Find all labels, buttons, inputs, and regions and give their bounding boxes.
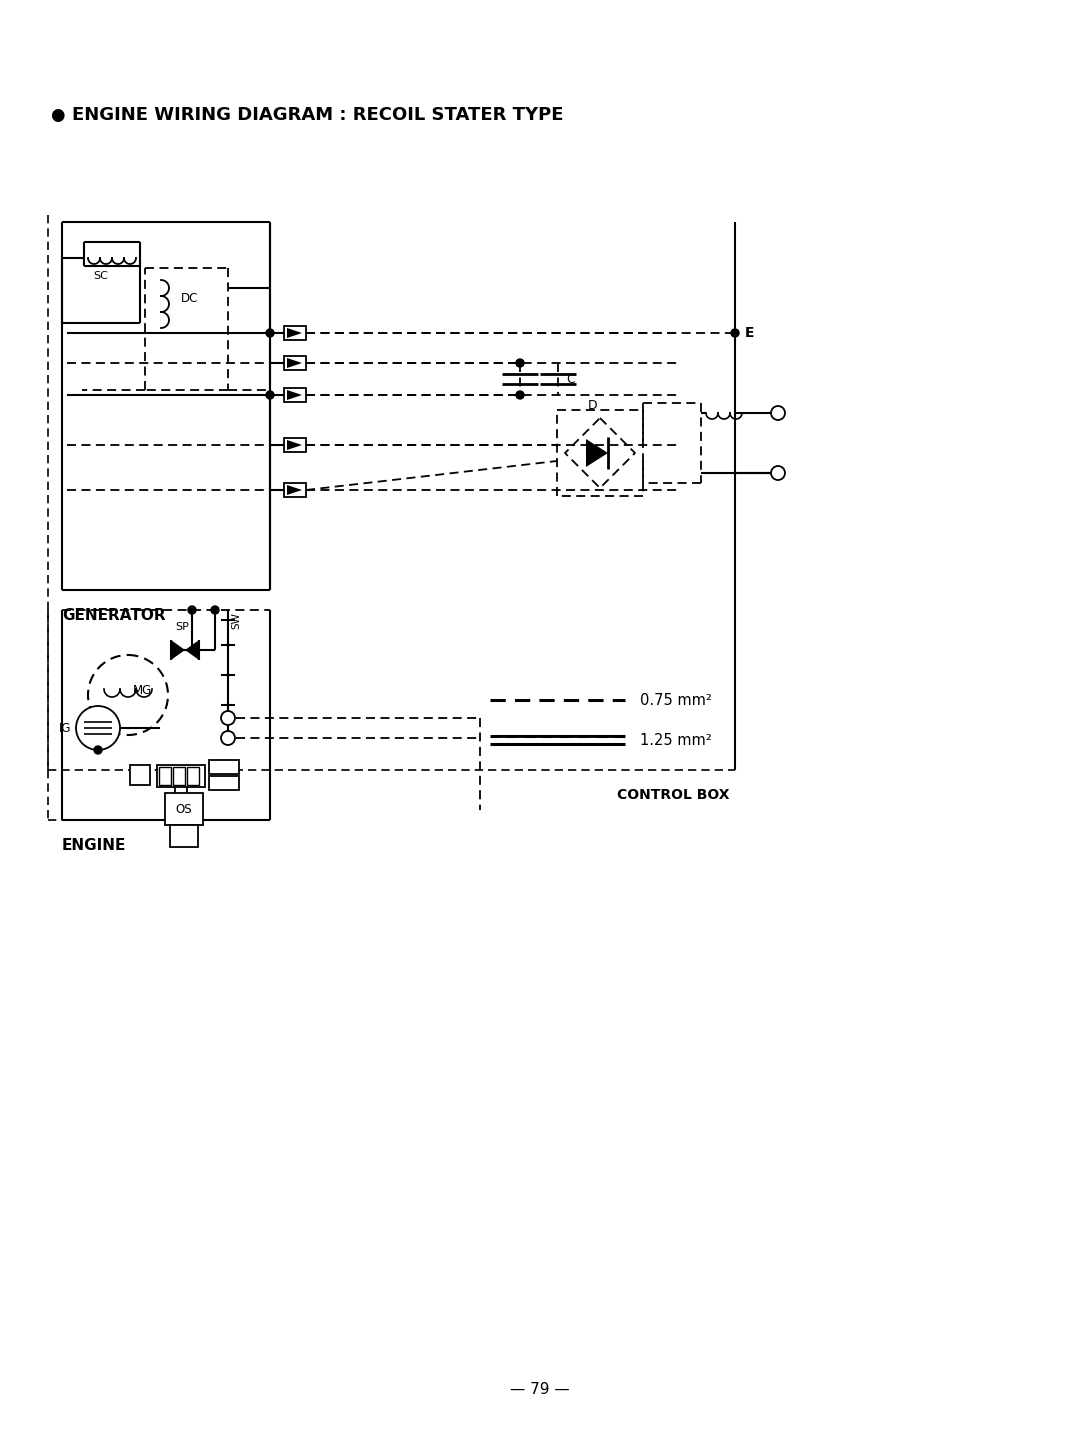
Bar (165, 793, 203, 825)
Polygon shape (287, 440, 302, 450)
Bar (284, 438, 306, 453)
Text: CONTROL BOX: CONTROL BOX (618, 788, 730, 802)
Circle shape (221, 712, 235, 725)
Bar (159, 768, 171, 785)
Polygon shape (287, 358, 302, 368)
Text: DC: DC (181, 292, 199, 305)
Polygon shape (185, 640, 199, 660)
Text: SC: SC (93, 271, 108, 281)
Bar (170, 825, 198, 846)
Circle shape (221, 730, 235, 745)
Circle shape (516, 391, 524, 400)
Polygon shape (287, 328, 302, 338)
Text: GENERATOR: GENERATOR (62, 609, 165, 623)
Circle shape (211, 606, 219, 614)
Bar (284, 388, 306, 402)
Polygon shape (171, 640, 185, 660)
Text: E: E (745, 326, 755, 339)
Circle shape (771, 407, 785, 420)
Text: IG: IG (58, 722, 71, 735)
Circle shape (94, 746, 102, 755)
Bar (173, 768, 185, 785)
Bar (284, 326, 306, 339)
Text: OS: OS (176, 802, 192, 815)
Circle shape (87, 654, 168, 735)
Circle shape (266, 391, 274, 400)
Bar (187, 768, 199, 785)
Circle shape (731, 329, 739, 337)
Text: D: D (588, 400, 597, 412)
Text: SP: SP (175, 621, 189, 632)
Circle shape (188, 606, 195, 614)
Text: ●: ● (50, 106, 65, 125)
Circle shape (516, 359, 524, 367)
Text: 0.75 mm²: 0.75 mm² (640, 693, 712, 707)
Circle shape (266, 329, 274, 337)
Text: SW: SW (231, 611, 241, 629)
Polygon shape (287, 485, 302, 495)
Text: MG: MG (133, 683, 152, 696)
Text: 1.25 mm²: 1.25 mm² (640, 733, 712, 748)
Circle shape (76, 706, 120, 750)
Bar (130, 765, 150, 785)
Bar (157, 765, 205, 788)
Text: C: C (566, 372, 575, 385)
Text: — 79 —: — 79 — (510, 1382, 570, 1398)
Bar (210, 760, 239, 775)
Text: ENGINE: ENGINE (62, 838, 126, 853)
Bar (210, 776, 239, 790)
Circle shape (771, 465, 785, 480)
Polygon shape (586, 440, 608, 467)
Polygon shape (287, 390, 302, 400)
Bar (284, 483, 306, 497)
Text: ENGINE WIRING DIAGRAM : RECOIL STATER TYPE: ENGINE WIRING DIAGRAM : RECOIL STATER TY… (72, 106, 564, 125)
Bar (284, 357, 306, 369)
